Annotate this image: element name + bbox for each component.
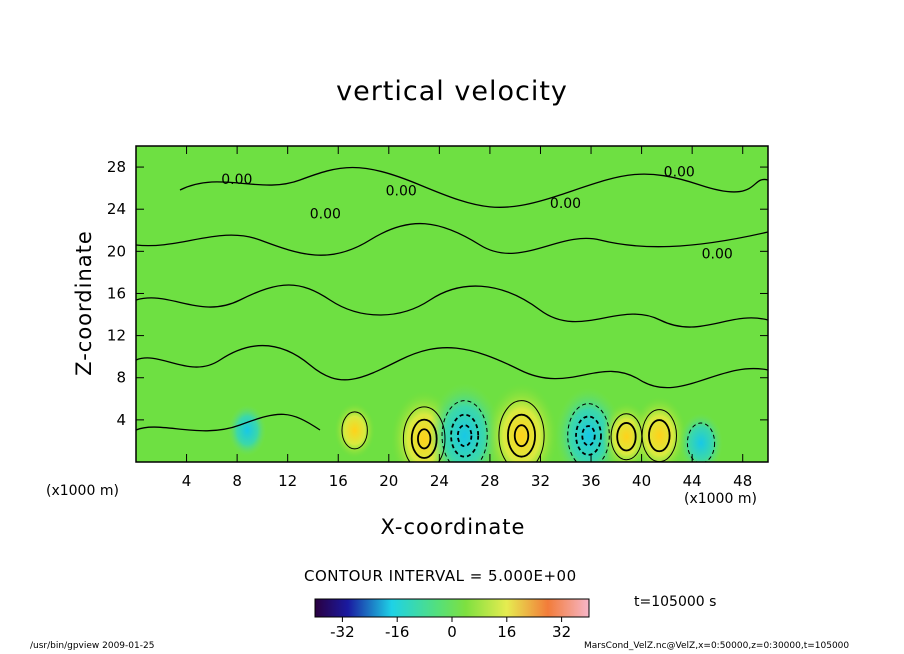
contour-ring (410, 418, 438, 459)
velocity-cell (228, 404, 267, 456)
contour-label: 0.00 (386, 183, 417, 199)
velocity-cell (428, 383, 501, 462)
plot-frame (135, 145, 769, 463)
colorbar (314, 598, 590, 618)
zero-contour (179, 166, 768, 208)
contour-ring (648, 419, 671, 453)
x-axis-label: X-coordinate (380, 515, 526, 539)
x-tick-label: 16 (329, 472, 348, 490)
contour-ring (507, 413, 536, 458)
contour-ring (575, 415, 602, 456)
contour-ring (498, 400, 545, 462)
y-tick-label: 12 (107, 327, 126, 345)
colorbar-tick-label: -16 (385, 623, 410, 641)
y-tick-label: 8 (116, 369, 126, 387)
x-unit-label-right: (x1000 m) (684, 491, 757, 507)
zero-contour (136, 413, 321, 432)
velocity-cell (679, 413, 723, 462)
zero-contour (136, 284, 768, 328)
zero-contour (136, 223, 768, 256)
contour-ring (450, 413, 480, 458)
x-tick-label: 12 (278, 472, 297, 490)
contour-ring (686, 422, 716, 462)
y-tick-label: 20 (107, 242, 126, 260)
contour-ring (567, 403, 610, 462)
y-axis-label: Z-coordinate (72, 230, 96, 376)
x-tick-label: 36 (581, 472, 600, 490)
contour-ring (341, 411, 368, 450)
contour-label: 0.00 (310, 207, 341, 223)
colorbar-tick-label: 0 (447, 623, 457, 641)
contour-label: 0.00 (664, 165, 695, 181)
chart-title: vertical velocity (336, 76, 568, 107)
colorbar-tick-label: 32 (552, 623, 571, 641)
contour-label: 0.00 (221, 172, 252, 188)
contour-ring (402, 406, 446, 462)
time-label: t=105000 s (634, 594, 717, 610)
contour-ring (513, 424, 530, 448)
x-tick-label: 4 (182, 472, 192, 490)
velocity-cell (334, 402, 375, 459)
velocity-cell (485, 383, 558, 462)
x-tick-label: 20 (379, 472, 398, 490)
x-tick-label: 24 (430, 472, 449, 490)
x-tick-label: 32 (531, 472, 550, 490)
contour-ring (441, 400, 488, 462)
y-tick-label: 4 (116, 411, 126, 429)
colorbar-tick-label: -32 (330, 623, 355, 641)
colorbar-tick-label: 16 (497, 623, 516, 641)
x-tick-label: 48 (733, 472, 752, 490)
x-unit-label-left: (x1000 m) (46, 483, 119, 499)
x-tick-label: 8 (232, 472, 242, 490)
contour-ring (456, 424, 473, 448)
contour-label: 0.00 (550, 196, 581, 212)
zero-contour (136, 344, 768, 389)
contour-label: 0.00 (702, 247, 733, 263)
contour-ring (417, 428, 432, 450)
x-tick-label: 44 (683, 472, 702, 490)
velocity-cell (631, 396, 687, 462)
y-tick-label: 16 (107, 284, 126, 302)
contour-ring (581, 425, 596, 447)
x-tick-label: 28 (480, 472, 499, 490)
y-tick-label: 24 (107, 200, 126, 218)
footer-right: MarsCond_VelZ.nc@VelZ,x=0:50000,z=0:3000… (584, 641, 850, 651)
footer-left: /usr/bin/gpview 2009-01-25 (30, 641, 155, 651)
contour-interval-text: CONTOUR INTERVAL = 5.000E+00 (304, 567, 577, 585)
y-tick-label: 28 (107, 158, 126, 176)
contour-ring (616, 422, 637, 452)
x-tick-label: 40 (632, 472, 651, 490)
